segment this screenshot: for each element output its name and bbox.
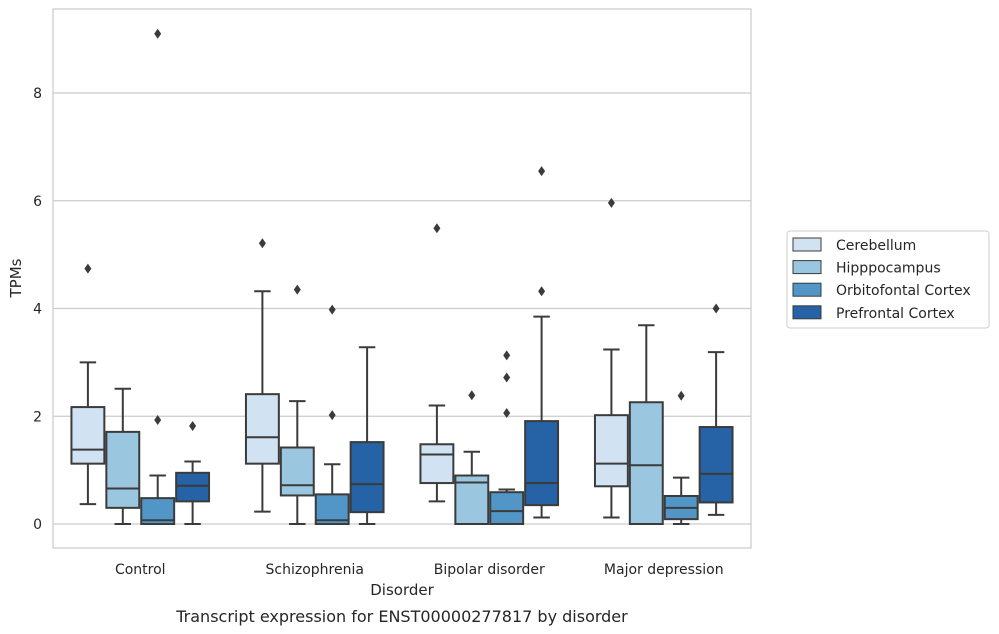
box: [140, 28, 176, 526]
box: [663, 390, 699, 525]
legend-swatch: [792, 305, 822, 320]
legend: Cerebellum Hipppocampus Orbitofontal Corte…: [786, 230, 990, 329]
box: [279, 284, 315, 525]
outlier-point: [712, 303, 720, 314]
outlier-point: [154, 415, 162, 426]
y-tick-labels: 0 2 4 6 8: [33, 86, 42, 533]
x-tick-label: Schizophrenia: [266, 562, 364, 578]
legend-swatch: [792, 260, 822, 275]
box-iqr: [628, 401, 664, 525]
box: [524, 166, 560, 519]
y-tick-label: 2: [33, 409, 42, 425]
box-iqr: [244, 393, 280, 465]
outlier-point: [607, 197, 615, 208]
outlier-point: [328, 410, 336, 421]
outlier-point: [538, 286, 546, 297]
box: [698, 303, 734, 516]
box: [105, 387, 141, 525]
outlier-point: [433, 223, 441, 234]
box-iqr: [175, 471, 211, 503]
box-iqr: [524, 420, 560, 507]
outlier-point: [84, 263, 92, 274]
box-iqr: [593, 414, 629, 488]
x-tick-label: Control: [115, 562, 166, 578]
y-tick-label: 4: [33, 302, 42, 318]
box: [70, 263, 106, 506]
outlier-point: [328, 304, 336, 315]
outlier-point: [258, 238, 266, 249]
box-iqr: [489, 491, 525, 525]
chart-title: Transcript expression for ENST0000027781…: [175, 607, 628, 626]
outlier-point: [503, 408, 511, 419]
box: [314, 304, 350, 525]
box: [593, 197, 629, 519]
legend-label: Cerebellum: [836, 238, 916, 254]
outlier-point: [189, 420, 197, 431]
legend-swatch: [792, 282, 822, 297]
legend-label: Orbitofontal Cortex: [836, 283, 971, 299]
box: [489, 350, 525, 525]
outlier-point: [503, 350, 511, 361]
legend-swatch: [792, 237, 822, 252]
outlier-point: [538, 166, 546, 177]
x-tick-label: Major depression: [604, 562, 724, 578]
box-iqr: [70, 406, 106, 465]
box-iqr: [314, 493, 350, 525]
legend-label: Hipppocampus: [836, 261, 941, 277]
box-iqr: [419, 443, 455, 485]
y-axis-label: TPMs: [7, 258, 25, 298]
y-tick-label: 0: [33, 517, 42, 533]
legend-label: Prefrontal Cortex: [836, 306, 955, 322]
outlier-point: [677, 390, 685, 401]
box-iqr: [279, 446, 315, 497]
box-iqr: [454, 474, 490, 526]
box: [628, 324, 664, 525]
box-iqr: [105, 430, 141, 509]
x-tick-label: Bipolar disorder: [434, 562, 545, 578]
outlier-point: [468, 390, 476, 401]
outlier-point: [154, 28, 162, 39]
box: [244, 238, 280, 513]
outlier-point: [503, 372, 511, 383]
outlier-point: [293, 284, 301, 295]
legend-frame: [786, 230, 990, 329]
box: [419, 223, 455, 503]
y-tick-label: 6: [33, 194, 42, 210]
x-axis-label: Disorder: [370, 581, 434, 599]
y-tick-label: 8: [33, 86, 42, 102]
box: [175, 420, 211, 525]
box-series: [70, 28, 734, 526]
box-iqr: [349, 441, 385, 514]
box: [454, 390, 490, 526]
box: [349, 346, 385, 525]
box-iqr: [698, 426, 734, 504]
x-tick-labels: Control Schizophrenia Bipolar disorder Majo…: [115, 562, 724, 578]
